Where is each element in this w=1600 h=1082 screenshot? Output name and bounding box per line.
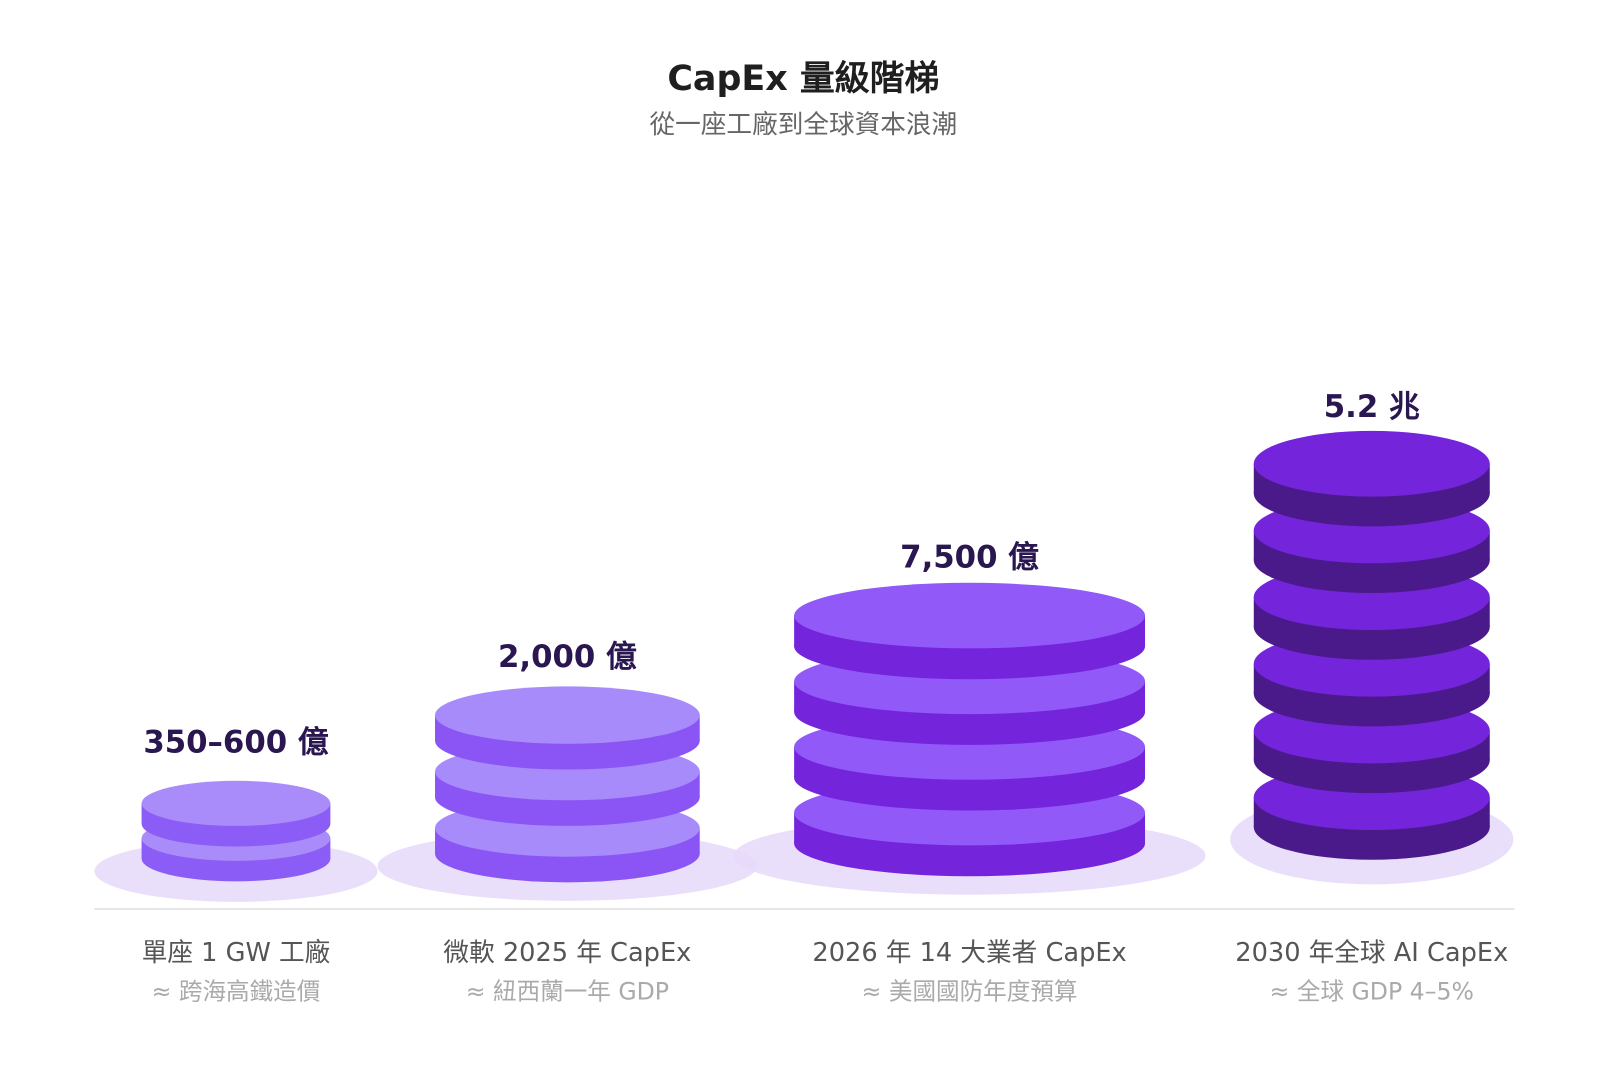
column-name: 2026 年 14 大業者 CapEx: [812, 938, 1126, 968]
value-label: 350–600 億: [143, 724, 329, 760]
subtitle: 從一座工廠到全球資本浪潮: [650, 110, 958, 140]
coin-top: [1253, 430, 1490, 497]
value-label: 7,500 億: [900, 540, 1039, 576]
canvas: CapEx 量級階梯 從一座工廠到全球資本浪潮 350–600 億單座 1 GW…: [94, 59, 1515, 1006]
comparison: ≈ 全球 GDP 4–5%: [1270, 978, 1474, 1006]
column-name: 2030 年全球 AI CapEx: [1235, 938, 1508, 968]
title: CapEx 量級階梯: [667, 59, 939, 99]
coin-top: [435, 686, 700, 744]
comparison: ≈ 紐西蘭一年 GDP: [466, 978, 669, 1006]
comparison: ≈ 跨海高鐵造價: [152, 978, 321, 1006]
coin-top: [794, 582, 1146, 649]
column-name: 微軟 2025 年 CapEx: [443, 938, 691, 968]
value-label: 2,000 億: [498, 639, 637, 675]
coin-top: [141, 780, 331, 826]
column-name: 單座 1 GW 工廠: [142, 938, 331, 968]
comparison: ≈ 美國國防年度預算: [862, 978, 1078, 1006]
value-label: 5.2 兆: [1324, 389, 1420, 425]
